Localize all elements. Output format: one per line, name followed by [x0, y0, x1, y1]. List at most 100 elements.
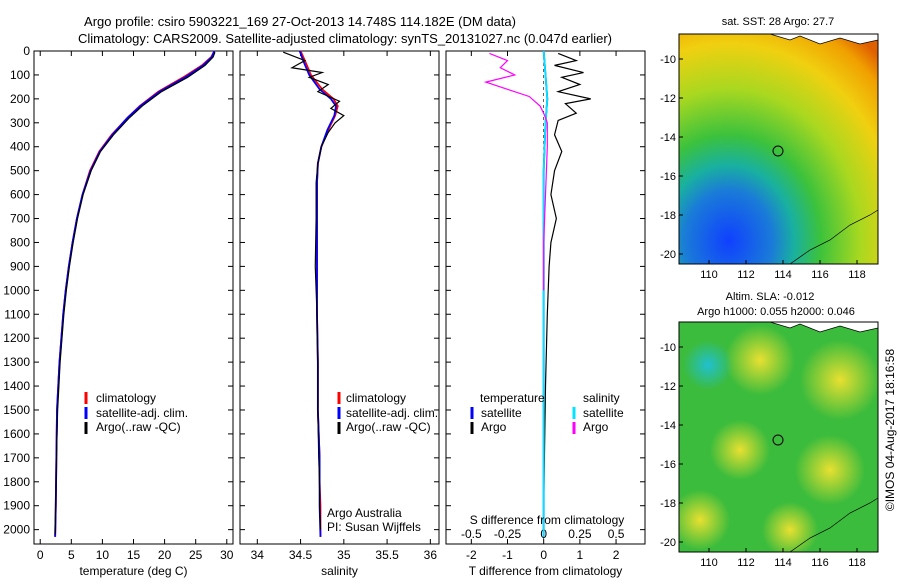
sla-coastline-bottom [789, 497, 878, 552]
x-axis-label: salinity [321, 564, 358, 578]
y-tick-label: 1300 [3, 355, 30, 369]
sla-yellow-patch [725, 325, 795, 395]
sla-yellow-patch [679, 490, 730, 550]
legend-salinity-title: salinity [583, 391, 620, 405]
legend-satellite-label: satellite-adj. clim. [96, 406, 188, 420]
legend-satellite-label: satellite-adj. clim. [346, 406, 438, 420]
map-x-tick-label: 114 [774, 557, 792, 569]
x-tick-label: 34 [251, 548, 265, 562]
sst-field [679, 34, 878, 264]
y-tick-label: 1400 [3, 379, 30, 393]
map-x-tick-label: 118 [848, 269, 866, 281]
imos-credit: ©IMOS 04-Aug-2017 18:16:58 [883, 349, 897, 512]
sla-map-frame [678, 321, 879, 553]
x-tick-label: 34.5 [289, 548, 313, 562]
series-line-s-satellite [542, 50, 549, 537]
x-axis-label: temperature (deg C) [79, 564, 187, 578]
map-x-tick-label: 110 [700, 557, 718, 569]
temperature-panel-frame [33, 50, 234, 545]
map-x-tick-label: 114 [774, 269, 792, 281]
sla-yellow-patch [795, 435, 865, 505]
x-tick-label: 36 [424, 548, 438, 562]
legend-s-argo-label: Argo [583, 420, 609, 434]
y-tick-label: 1700 [3, 451, 30, 465]
y-tick-label: 800 [10, 235, 30, 249]
map-y-tick-label: -14 [660, 132, 676, 144]
map-y-tick-label: -16 [660, 459, 676, 471]
x-axis-label: T difference from climatology [469, 564, 623, 578]
difference-plot: -2 -1 0 1 2-0.5 -0.25 0 0.25 0.5T difference fro… [446, 50, 645, 578]
sla-map-axes: 110 112 114 116 118 -10 -12 -14 -16 -18 -20 [660, 342, 866, 569]
sla-map: Altim. SLA: -0.012 Argo h1000: 0.055 h20… [660, 291, 879, 569]
series-line-t-argo [543, 52, 591, 506]
y-tick-label: 200 [10, 92, 30, 106]
x-tick-label: -1 [502, 548, 513, 562]
x-tick-label: 15 [127, 548, 141, 562]
x-tick-label: -2 [466, 548, 477, 562]
legend-temperature-title: temperature [480, 391, 545, 405]
map-x-tick-label: 118 [848, 557, 866, 569]
y-tick-label: 1000 [3, 283, 30, 297]
sla-yellow-patch [710, 420, 770, 480]
map-y-tick-label: -10 [660, 342, 676, 354]
legend-climatology-label: climatology [96, 391, 156, 405]
sst-map-axes: 110 112 114 116 118 -10 -12 -14 -16 -18 -20 [660, 54, 866, 281]
legend-s-satellite-label: satellite [583, 406, 624, 420]
x-tick-label: 1 [577, 548, 584, 562]
map-y-tick-label: -18 [660, 210, 676, 222]
y-tick-label: 1600 [3, 427, 30, 441]
difference-legend: temperature salinity satellite Argo sate… [470, 391, 625, 527]
y-tick-label: 700 [10, 212, 30, 226]
sla-yellow-patch [800, 340, 878, 420]
sla-cyan-patch [683, 340, 733, 390]
s-difference-label: S difference from climatology [470, 513, 625, 527]
series-line-argo-raw-qc- [283, 51, 345, 530]
sst-map: sat. SST: 28 Argo: 27.7 110 112 114 116 118 -… [660, 16, 879, 281]
map-y-tick-label: -14 [660, 420, 676, 432]
map-x-tick-label: 112 [737, 557, 755, 569]
sla-coastline-top [769, 322, 878, 333]
y-tick-label: 1900 [3, 499, 30, 513]
x-tick-label: 35.5 [375, 548, 399, 562]
s-tick-label: -0.25 [494, 527, 522, 541]
salinity-legend: climatology satellite-adj. clim. Argo(..… [327, 391, 438, 534]
legend-argo-label: Argo(..raw -QC) [96, 420, 181, 434]
sla-map-title-1: Altim. SLA: -0.012 [726, 291, 815, 303]
y-tick-label: 300 [10, 116, 30, 130]
sst-coastline-bottom [789, 209, 878, 264]
series-line-climatology [54, 50, 216, 537]
difference-panel-frame [445, 50, 646, 545]
sla-map-title-2: Argo h1000: 0.055 h2000: 0.046 [697, 306, 855, 318]
sst-coastline-top [769, 34, 878, 45]
salinity-panel-frame [239, 50, 440, 545]
map-x-tick-label: 116 [811, 269, 829, 281]
legend-t-satellite-label: satellite [481, 406, 522, 420]
legend-argo-label: Argo(..raw -QC) [346, 420, 431, 434]
s-tick-label: 0.5 [608, 527, 625, 541]
map-y-tick-label: -10 [660, 54, 676, 66]
y-tick-label: 0 [23, 44, 30, 58]
map-y-tick-label: -20 [660, 249, 676, 261]
x-tick-label: 0 [37, 548, 44, 562]
y-tick-label: 400 [10, 140, 30, 154]
x-tick-label: 2 [613, 548, 620, 562]
y-tick-label: 1800 [3, 475, 30, 489]
map-y-tick-label: -16 [660, 171, 676, 183]
y-tick-label: 2000 [3, 523, 30, 537]
x-tick-label: 5 [68, 548, 75, 562]
y-tick-label: 500 [10, 164, 30, 178]
header-line-1: Argo profile: csiro 5903221_169 27-Oct-2… [84, 14, 516, 29]
map-x-tick-label: 110 [700, 269, 718, 281]
y-tick-label: 900 [10, 259, 30, 273]
map-y-tick-label: -12 [660, 381, 676, 393]
map-x-tick-label: 112 [737, 269, 755, 281]
map-y-tick-label: -18 [660, 498, 676, 510]
header-line-2: Climatology: CARS2009. Satellite-adjuste… [78, 31, 612, 46]
y-tick-label: 1500 [3, 403, 30, 417]
legend-t-argo-label: Argo [481, 420, 507, 434]
y-tick-label: 1200 [3, 331, 30, 345]
argo-australia-label: Argo Australia [327, 506, 402, 520]
y-tick-label: 600 [10, 188, 30, 202]
y-tick-label: 1100 [4, 307, 30, 321]
